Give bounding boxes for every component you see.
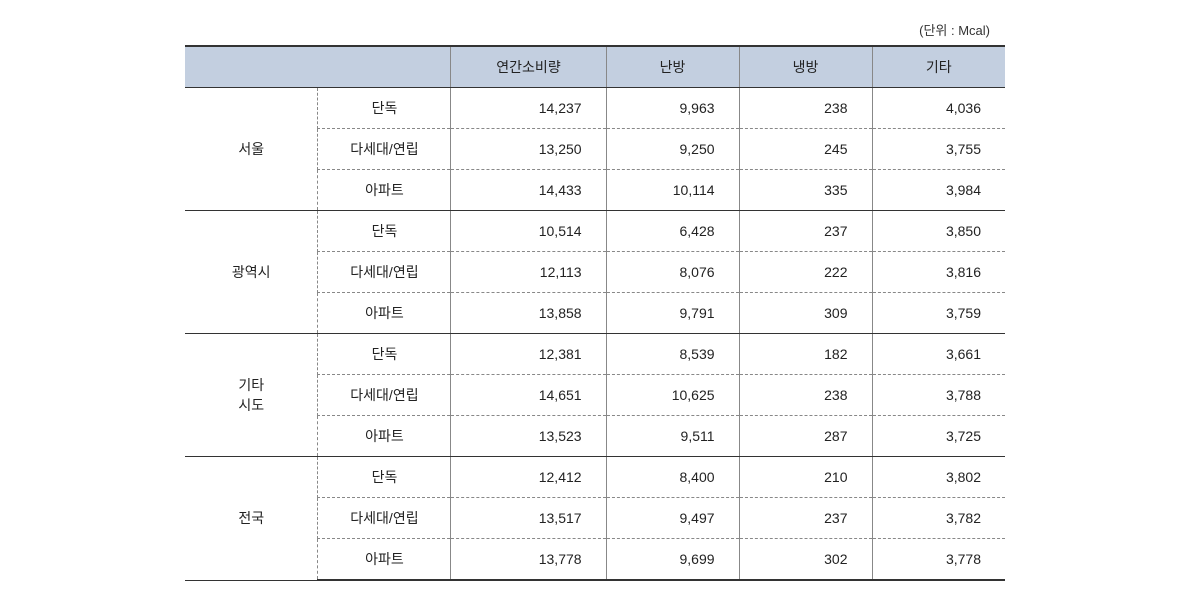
housing-cell: 아파트 xyxy=(318,539,451,581)
cooling-cell: 287 xyxy=(739,416,872,457)
etc-cell: 3,759 xyxy=(872,293,1005,334)
annual-cell: 12,412 xyxy=(451,457,606,498)
cooling-cell: 237 xyxy=(739,498,872,539)
etc-cell: 3,778 xyxy=(872,539,1005,581)
housing-cell: 단독 xyxy=(318,457,451,498)
cooling-cell: 245 xyxy=(739,129,872,170)
region-cell: 기타시도 xyxy=(185,334,318,457)
region-cell: 서울 xyxy=(185,88,318,211)
etc-cell: 3,782 xyxy=(872,498,1005,539)
table-row: 광역시단독10,5146,4282373,850 xyxy=(185,211,1005,252)
housing-cell: 다세대/연립 xyxy=(318,129,451,170)
housing-cell: 아파트 xyxy=(318,170,451,211)
annual-cell: 10,514 xyxy=(451,211,606,252)
header-annual: 연간소비량 xyxy=(451,46,606,88)
heating-cell: 10,625 xyxy=(606,375,739,416)
annual-cell: 14,433 xyxy=(451,170,606,211)
housing-cell: 단독 xyxy=(318,211,451,252)
housing-cell: 아파트 xyxy=(318,416,451,457)
heating-cell: 9,699 xyxy=(606,539,739,581)
etc-cell: 3,984 xyxy=(872,170,1005,211)
etc-cell: 3,850 xyxy=(872,211,1005,252)
annual-cell: 13,858 xyxy=(451,293,606,334)
unit-label: (단위 : Mcal) xyxy=(20,20,1170,45)
cooling-cell: 238 xyxy=(739,88,872,129)
heating-cell: 8,400 xyxy=(606,457,739,498)
etc-cell: 3,661 xyxy=(872,334,1005,375)
annual-cell: 14,237 xyxy=(451,88,606,129)
region-cell: 전국 xyxy=(185,457,318,581)
heating-cell: 10,114 xyxy=(606,170,739,211)
heating-cell: 8,076 xyxy=(606,252,739,293)
header-heating: 난방 xyxy=(606,46,739,88)
heating-cell: 9,497 xyxy=(606,498,739,539)
table-row: 기타시도단독12,3818,5391823,661 xyxy=(185,334,1005,375)
header-etc: 기타 xyxy=(872,46,1005,88)
etc-cell: 3,802 xyxy=(872,457,1005,498)
annual-cell: 12,381 xyxy=(451,334,606,375)
etc-cell: 3,725 xyxy=(872,416,1005,457)
cooling-cell: 222 xyxy=(739,252,872,293)
cooling-cell: 210 xyxy=(739,457,872,498)
heating-cell: 8,539 xyxy=(606,334,739,375)
table-body: 서울단독14,2379,9632384,036다세대/연립13,2509,250… xyxy=(185,88,1005,581)
cooling-cell: 182 xyxy=(739,334,872,375)
energy-table: 연간소비량 난방 냉방 기타 서울단독14,2379,9632384,036다세… xyxy=(185,45,1005,581)
housing-cell: 아파트 xyxy=(318,293,451,334)
etc-cell: 4,036 xyxy=(872,88,1005,129)
etc-cell: 3,755 xyxy=(872,129,1005,170)
header-empty xyxy=(185,46,451,88)
annual-cell: 12,113 xyxy=(451,252,606,293)
housing-cell: 다세대/연립 xyxy=(318,498,451,539)
heating-cell: 9,250 xyxy=(606,129,739,170)
table-row: 서울단독14,2379,9632384,036 xyxy=(185,88,1005,129)
housing-cell: 단독 xyxy=(318,88,451,129)
cooling-cell: 309 xyxy=(739,293,872,334)
annual-cell: 13,523 xyxy=(451,416,606,457)
heating-cell: 9,963 xyxy=(606,88,739,129)
region-cell: 광역시 xyxy=(185,211,318,334)
table-container: (단위 : Mcal) 연간소비량 난방 냉방 기타 서울단독14,2379,9… xyxy=(20,20,1170,581)
table-row: 전국단독12,4128,4002103,802 xyxy=(185,457,1005,498)
table-header: 연간소비량 난방 냉방 기타 xyxy=(185,46,1005,88)
heating-cell: 9,791 xyxy=(606,293,739,334)
annual-cell: 13,778 xyxy=(451,539,606,581)
housing-cell: 다세대/연립 xyxy=(318,375,451,416)
etc-cell: 3,788 xyxy=(872,375,1005,416)
cooling-cell: 302 xyxy=(739,539,872,581)
annual-cell: 13,517 xyxy=(451,498,606,539)
housing-cell: 다세대/연립 xyxy=(318,252,451,293)
cooling-cell: 335 xyxy=(739,170,872,211)
etc-cell: 3,816 xyxy=(872,252,1005,293)
housing-cell: 단독 xyxy=(318,334,451,375)
cooling-cell: 237 xyxy=(739,211,872,252)
header-cooling: 냉방 xyxy=(739,46,872,88)
heating-cell: 9,511 xyxy=(606,416,739,457)
annual-cell: 13,250 xyxy=(451,129,606,170)
heating-cell: 6,428 xyxy=(606,211,739,252)
cooling-cell: 238 xyxy=(739,375,872,416)
annual-cell: 14,651 xyxy=(451,375,606,416)
